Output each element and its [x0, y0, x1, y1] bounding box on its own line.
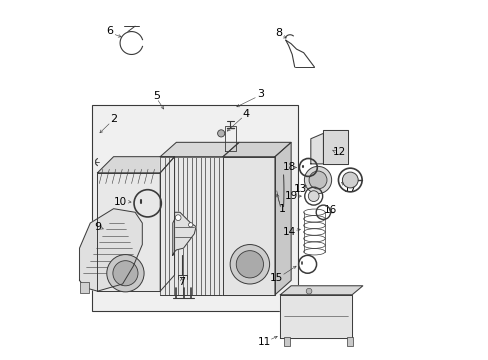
Polygon shape [223, 142, 290, 157]
Text: 4: 4 [242, 109, 249, 119]
Text: 5: 5 [153, 91, 160, 101]
Polygon shape [160, 142, 239, 157]
Circle shape [175, 215, 181, 221]
Bar [80, 282, 88, 293]
Text: 8: 8 [274, 28, 282, 38]
Text: 14: 14 [282, 227, 295, 237]
Circle shape [106, 255, 144, 292]
Polygon shape [172, 212, 196, 255]
Polygon shape [223, 157, 274, 295]
Polygon shape [274, 142, 290, 295]
Text: 19: 19 [284, 191, 297, 201]
Text: 3: 3 [257, 89, 264, 99]
Text: 11: 11 [257, 337, 270, 347]
Circle shape [305, 288, 311, 294]
Text: 9: 9 [94, 222, 101, 231]
Text: 18: 18 [282, 162, 295, 172]
Polygon shape [323, 130, 348, 164]
Circle shape [230, 244, 269, 284]
Polygon shape [80, 209, 142, 291]
Text: 2: 2 [110, 114, 117, 124]
Circle shape [308, 191, 319, 202]
Polygon shape [310, 134, 323, 164]
Circle shape [236, 251, 263, 278]
Circle shape [188, 223, 192, 227]
Polygon shape [160, 157, 174, 291]
Polygon shape [280, 286, 362, 295]
Circle shape [308, 171, 326, 189]
Text: 13: 13 [293, 184, 306, 194]
Text: 10: 10 [114, 197, 127, 207]
Text: 6: 6 [106, 26, 113, 36]
Polygon shape [280, 295, 351, 338]
Circle shape [113, 261, 138, 286]
Text: 17: 17 [343, 184, 356, 194]
Polygon shape [97, 157, 174, 173]
Circle shape [217, 130, 224, 137]
Circle shape [342, 172, 357, 188]
Text: 12: 12 [332, 147, 346, 157]
Text: 1: 1 [278, 204, 285, 214]
Text: 16: 16 [323, 206, 337, 216]
Polygon shape [160, 157, 223, 295]
Bar [92, 105, 298, 311]
Bar [346, 337, 352, 346]
Circle shape [304, 166, 331, 194]
Polygon shape [97, 173, 160, 291]
Text: 7: 7 [178, 277, 185, 287]
Text: 15: 15 [269, 273, 283, 283]
Bar [284, 337, 290, 346]
